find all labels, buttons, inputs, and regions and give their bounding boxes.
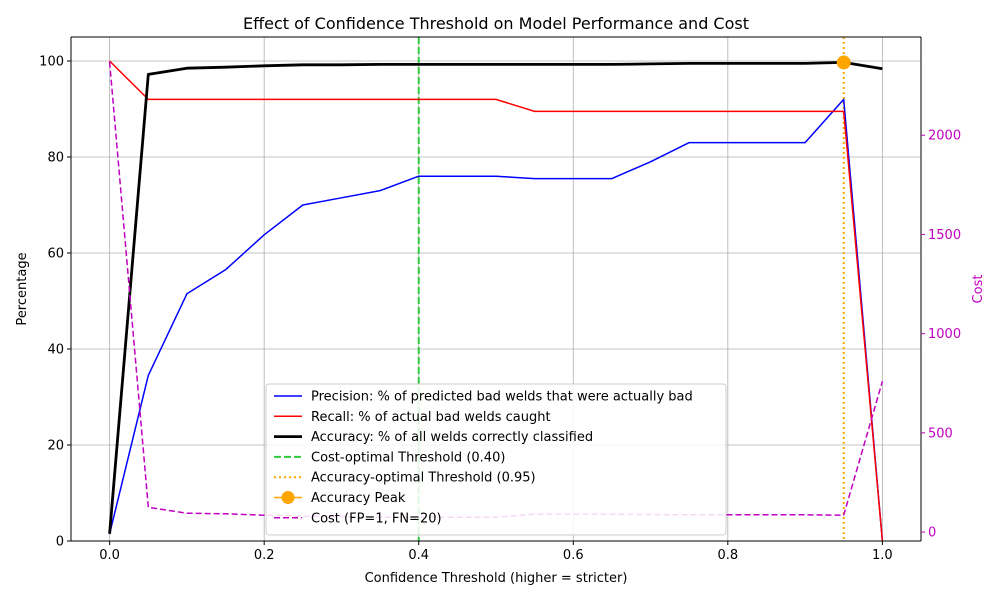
y2-axis-title: Cost	[971, 275, 986, 304]
recall-line	[109, 60, 884, 542]
series-layer	[108, 37, 884, 542]
y-axis-title: Percentage	[15, 252, 30, 325]
x-tick-label: 0.8	[717, 548, 738, 563]
y-tick-label: 20	[47, 439, 64, 454]
x-axis-title: Confidence Threshold (higher = stricter)	[365, 571, 628, 586]
y-tick-label: 80	[47, 151, 64, 166]
legend-label-accuracy-peak: Accuracy Peak	[311, 491, 406, 506]
y2-tick-label: 1500	[928, 228, 961, 243]
legend-label-accuracy-optimal: Accuracy-optimal Threshold (0.95)	[311, 471, 536, 486]
x-tick-label: 1.0	[872, 548, 893, 563]
legend-box	[265, 383, 727, 536]
legend-marker-accuracy-peak	[281, 491, 295, 504]
x-tick-label: 0.0	[99, 548, 120, 563]
legend-label-accuracy: Accuracy: % of all welds correctly class…	[311, 430, 593, 445]
legend: Precision: % of predicted bad welds that…	[265, 383, 727, 536]
y-tick-label: 100	[39, 55, 64, 70]
y-tick-label: 40	[47, 343, 64, 358]
x-tick-label: 0.4	[408, 548, 429, 563]
y2-tick-label: 0	[928, 526, 936, 541]
legend-label-cost: Cost (FP=1, FN=20)	[311, 511, 442, 526]
x-tick-label: 0.2	[254, 548, 275, 563]
chart-title: Effect of Confidence Threshold on Model …	[243, 14, 749, 33]
precision-line	[108, 98, 884, 542]
legend-label-recall: Recall: % of actual bad welds caught	[311, 410, 551, 425]
y2-tick-label: 2000	[928, 129, 961, 144]
x-tick-label: 0.6	[563, 548, 584, 563]
legend-label-precision: Precision: % of predicted bad welds that…	[311, 390, 693, 405]
y-tick-label: 0	[56, 535, 64, 550]
axes-layer: 0.0 0.2 0.4 0.6 0.8 1.00204060801000500100015…	[39, 36, 961, 563]
accuracy-line	[108, 61, 883, 534]
y2-tick-label: 500	[928, 426, 953, 441]
accuracy-peak-marker	[836, 55, 851, 70]
y-tick-label: 60	[47, 247, 64, 262]
y2-tick-label: 1000	[928, 327, 961, 342]
legend-label-cost-optimal: Cost-optimal Threshold (0.40)	[311, 450, 505, 465]
